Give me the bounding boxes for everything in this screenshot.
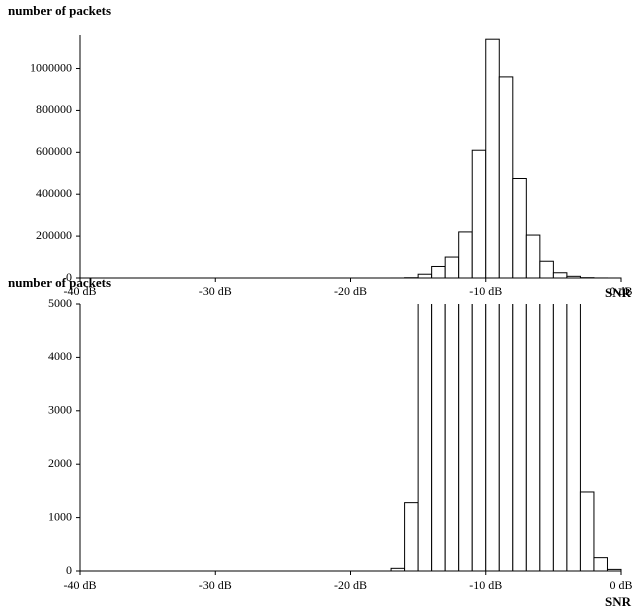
x-tick-label: -20 dB [334, 578, 367, 592]
bar [417, 304, 433, 571]
x-tick-label: -10 dB [469, 284, 502, 298]
y-tick-label: 400000 [36, 186, 72, 200]
bar [606, 568, 622, 571]
bar [552, 304, 568, 571]
x-tick-label: -30 dB [199, 578, 232, 592]
y-tick-label: 800000 [36, 102, 72, 116]
bar [485, 38, 500, 278]
bar [525, 234, 541, 278]
y-axis-label: number of packets [8, 275, 111, 290]
y-tick-label: 600000 [36, 144, 72, 158]
x-axis-label: SNR [605, 594, 632, 609]
y-tick-label: 1000000 [30, 60, 72, 74]
bar [498, 304, 514, 571]
y-tick-label: 0 [66, 563, 72, 577]
x-axis-label: SNR [605, 285, 632, 300]
y-tick-label: 4000 [48, 349, 72, 363]
bar [579, 491, 595, 571]
x-tick-label: 0 dB [609, 578, 632, 592]
bar [444, 304, 460, 571]
bar [404, 502, 419, 571]
y-tick-label: 2000 [48, 456, 72, 470]
bar [539, 304, 554, 571]
x-tick-label: 0 dB [609, 284, 632, 298]
x-tick-label: -10 dB [469, 578, 502, 592]
bar [431, 304, 446, 571]
y-tick-label: 200000 [36, 228, 72, 242]
bar [525, 304, 541, 571]
bar [417, 273, 433, 278]
bar [471, 149, 487, 278]
bar [485, 304, 500, 571]
bar [471, 304, 487, 571]
bar [458, 304, 473, 571]
bar [431, 265, 446, 278]
y-axis-label: number of packets [8, 3, 111, 18]
y-tick-label: 5000 [48, 296, 72, 310]
y-tick-label: 3000 [48, 403, 72, 417]
bar [566, 304, 581, 571]
y-tick-label: 1000 [48, 509, 72, 523]
bar [512, 304, 527, 571]
y-tick-label: 0 [66, 270, 72, 284]
bar [498, 76, 514, 278]
bar [593, 557, 608, 571]
bar [512, 177, 527, 278]
x-tick-label: -20 dB [334, 284, 367, 298]
x-tick-label: -40 dB [64, 578, 97, 592]
bar [458, 231, 473, 278]
bar [539, 260, 554, 278]
x-tick-label: -30 dB [199, 284, 232, 298]
x-tick-label: -40 dB [64, 284, 97, 298]
bar [552, 272, 568, 278]
bar [444, 256, 460, 278]
